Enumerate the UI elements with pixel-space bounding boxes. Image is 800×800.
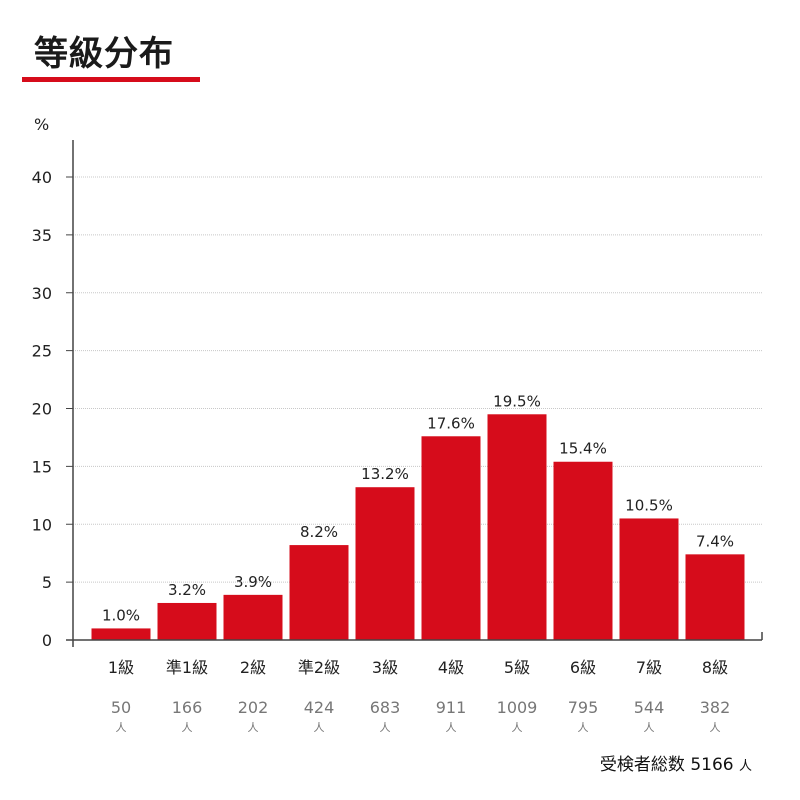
bar-value-label: 19.5% — [493, 392, 541, 410]
bar-10 — [685, 554, 745, 640]
bar-3 — [223, 594, 283, 640]
count-label: 544 — [634, 698, 665, 717]
bar-5 — [355, 487, 415, 640]
total-unit: 人 — [738, 759, 752, 774]
y-tick-label: 15 — [32, 457, 52, 476]
count-label: 1009 — [497, 698, 538, 717]
y-tick-label: 10 — [32, 515, 52, 534]
bar-4 — [289, 545, 349, 640]
y-axis-unit: % — [34, 115, 49, 134]
x-category-label: 6級 — [570, 658, 596, 677]
count-label: 166 — [172, 698, 203, 717]
x-category-label: 3級 — [372, 658, 398, 677]
total-value: 5166 — [690, 755, 734, 775]
bar-value-label: 10.5% — [625, 496, 673, 514]
x-category-label: 7級 — [636, 658, 662, 677]
bar-value-label: 7.4% — [696, 532, 734, 550]
bar-8 — [553, 461, 613, 640]
count-unit-label: 人 — [248, 721, 259, 734]
count-label: 424 — [304, 698, 335, 717]
bar-2 — [157, 602, 217, 640]
bar-value-label: 3.9% — [234, 573, 272, 591]
count-label: 795 — [568, 698, 599, 717]
x-category-label: 準1級 — [166, 658, 208, 677]
bars-layer — [91, 414, 745, 640]
count-label: 202 — [238, 698, 269, 717]
y-tick-label: 40 — [32, 168, 52, 187]
axis-layer — [66, 140, 763, 647]
count-label: 911 — [436, 698, 467, 717]
bar-value-label: 1.0% — [102, 606, 140, 624]
title-underline — [22, 77, 200, 82]
count-unit-label: 人 — [380, 721, 391, 734]
y-tick-label: 25 — [32, 342, 52, 361]
count-unit-label: 人 — [578, 721, 589, 734]
y-tick-label: 30 — [32, 284, 52, 303]
x-category-label: 4級 — [438, 658, 464, 677]
count-unit-label: 人 — [116, 721, 127, 734]
bar-6 — [421, 436, 481, 640]
bar-7 — [487, 414, 547, 640]
count-label: 50 — [111, 698, 131, 717]
y-tick-label: 35 — [32, 226, 52, 245]
chart-title: 等級分布 — [34, 34, 174, 74]
bar-value-label: 8.2% — [300, 523, 338, 541]
bar-value-label: 13.2% — [361, 465, 409, 483]
count-unit-label: 人 — [314, 721, 325, 734]
x-category-label: 1級 — [108, 658, 134, 677]
bar-1 — [91, 628, 151, 640]
labels-layer: % 0 5 10 15 20 25 30 35 40 1.0% 1級 50 人 3.2% 準1級 166 人 3.9… — [32, 115, 734, 734]
bar-value-label: 15.4% — [559, 440, 607, 458]
count-label: 382 — [700, 698, 731, 717]
y-tick-label: 20 — [32, 400, 52, 419]
count-unit-label: 人 — [512, 721, 523, 734]
bar-9 — [619, 518, 679, 640]
count-label: 683 — [370, 698, 401, 717]
count-unit-label: 人 — [182, 721, 193, 734]
count-unit-label: 人 — [710, 721, 721, 734]
total-label: 受検者総数 — [599, 755, 685, 775]
y-tick-label: 5 — [42, 573, 52, 592]
count-unit-label: 人 — [446, 721, 457, 734]
bar-value-label: 3.2% — [168, 581, 206, 599]
total-examinees: 受検者総数 5166 人 — [600, 750, 752, 775]
x-category-label: 2級 — [240, 658, 266, 677]
x-category-label: 5級 — [504, 658, 530, 677]
y-tick-label: 0 — [42, 631, 52, 650]
bar-value-label: 17.6% — [427, 414, 475, 432]
x-category-label: 8級 — [702, 658, 728, 677]
count-unit-label: 人 — [644, 721, 655, 734]
x-category-label: 準2級 — [298, 658, 340, 677]
